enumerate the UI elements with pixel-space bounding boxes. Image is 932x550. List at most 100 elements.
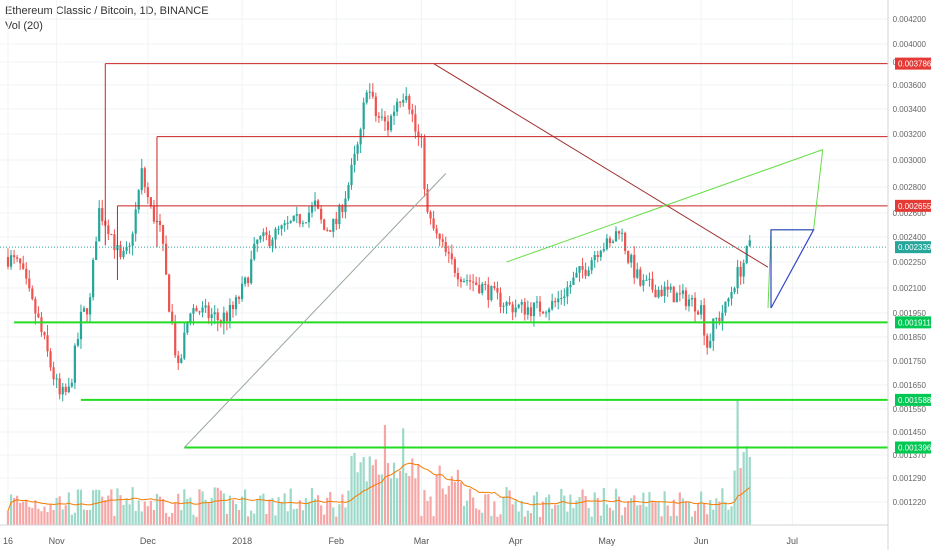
volume-bar bbox=[365, 481, 368, 525]
candle-body bbox=[168, 274, 171, 312]
candle-body bbox=[304, 222, 308, 224]
candle-body bbox=[76, 339, 80, 346]
volume-bar bbox=[171, 512, 174, 525]
volume-bar bbox=[265, 513, 268, 525]
price-badge-bg bbox=[895, 199, 931, 212]
volume-bar bbox=[700, 491, 703, 525]
candle-body bbox=[119, 245, 122, 258]
candle-body bbox=[6, 257, 10, 267]
volume-bar bbox=[149, 500, 152, 525]
candle-body bbox=[627, 250, 630, 263]
candle-body bbox=[620, 232, 624, 234]
candle-body bbox=[465, 280, 469, 282]
volume-bar bbox=[709, 500, 712, 525]
volume-bar bbox=[222, 493, 225, 525]
candle-body bbox=[678, 293, 681, 295]
volume-bar bbox=[684, 501, 688, 525]
candle-body bbox=[703, 305, 706, 336]
candle-body bbox=[687, 299, 691, 307]
candle-body bbox=[663, 286, 666, 296]
volume-bar bbox=[745, 446, 748, 525]
volume-bar bbox=[329, 491, 332, 525]
volume-bar bbox=[49, 504, 52, 525]
candle-body bbox=[742, 262, 745, 277]
volume-bar bbox=[733, 470, 736, 525]
volume-bar bbox=[441, 488, 444, 525]
volume-bar bbox=[292, 509, 295, 525]
candle-body bbox=[37, 313, 40, 318]
candle-body bbox=[101, 208, 104, 222]
volume-bar bbox=[426, 500, 429, 525]
volume-bar bbox=[703, 503, 706, 525]
volume-bar bbox=[347, 490, 350, 525]
y-tick-label: 0.001750 bbox=[893, 357, 927, 366]
volume-bar bbox=[551, 508, 554, 525]
candle-body bbox=[608, 238, 612, 244]
volume-bar bbox=[140, 511, 143, 525]
volume-bar bbox=[146, 506, 149, 525]
volume-bar bbox=[70, 514, 73, 525]
candle-body bbox=[554, 300, 557, 303]
volume-bar bbox=[560, 488, 563, 525]
volume-bar bbox=[587, 507, 590, 525]
volume-bar bbox=[475, 508, 478, 525]
candle-body bbox=[158, 220, 162, 226]
candle-body bbox=[499, 292, 502, 307]
candle-body bbox=[380, 116, 384, 118]
candle-body bbox=[709, 340, 712, 348]
projection-line bbox=[506, 149, 823, 263]
candle-body bbox=[538, 301, 542, 312]
volume-bar bbox=[76, 489, 80, 525]
volume-bar bbox=[532, 495, 536, 525]
volume-bar bbox=[25, 499, 28, 525]
candle-body bbox=[231, 304, 235, 310]
volume-bar bbox=[338, 504, 341, 525]
volume-bar bbox=[356, 472, 359, 525]
volume-bar bbox=[392, 462, 396, 525]
candle-body bbox=[459, 279, 463, 282]
candle-body bbox=[201, 307, 204, 313]
candle-body bbox=[9, 255, 13, 267]
volume-bar bbox=[289, 488, 292, 525]
candle-body bbox=[207, 305, 210, 318]
volume-bar bbox=[277, 497, 280, 525]
volume-bar bbox=[183, 489, 186, 525]
volume-bar bbox=[259, 495, 262, 525]
volume-bar bbox=[128, 504, 131, 525]
volume-bar bbox=[98, 489, 101, 525]
candle-body bbox=[544, 312, 548, 314]
volume-bar bbox=[405, 472, 408, 525]
candle-body bbox=[584, 269, 587, 276]
candle-body bbox=[478, 284, 481, 293]
candle-body bbox=[356, 144, 359, 154]
volume-bar bbox=[596, 497, 599, 525]
candle-body bbox=[411, 109, 414, 115]
volume-bar bbox=[450, 476, 453, 525]
volume-bar bbox=[152, 509, 156, 525]
volume-bar bbox=[472, 497, 475, 525]
candle-body bbox=[435, 228, 438, 234]
candle-body bbox=[715, 317, 718, 319]
volume-bar bbox=[529, 513, 532, 525]
candle-body bbox=[593, 254, 596, 261]
candle-body bbox=[40, 317, 43, 333]
volume-bar bbox=[310, 488, 314, 525]
volume-bar bbox=[608, 507, 612, 525]
volume-bar bbox=[520, 500, 523, 525]
volume-bar bbox=[435, 474, 438, 525]
volume-indicator-label[interactable]: Vol (20) bbox=[5, 20, 43, 32]
volume-bar bbox=[158, 496, 162, 525]
volume-bar bbox=[295, 508, 298, 525]
candle-body bbox=[472, 281, 475, 283]
volume-bar bbox=[666, 505, 669, 525]
candle-body bbox=[365, 92, 368, 103]
volume-bar bbox=[177, 493, 180, 525]
candle-body bbox=[496, 288, 499, 293]
candle-body bbox=[247, 277, 250, 284]
candle-body bbox=[654, 289, 657, 298]
candle-body bbox=[648, 278, 651, 280]
y-tick-label: 0.004200 bbox=[893, 15, 927, 24]
candle-body bbox=[19, 258, 22, 264]
candle-body bbox=[675, 293, 678, 303]
